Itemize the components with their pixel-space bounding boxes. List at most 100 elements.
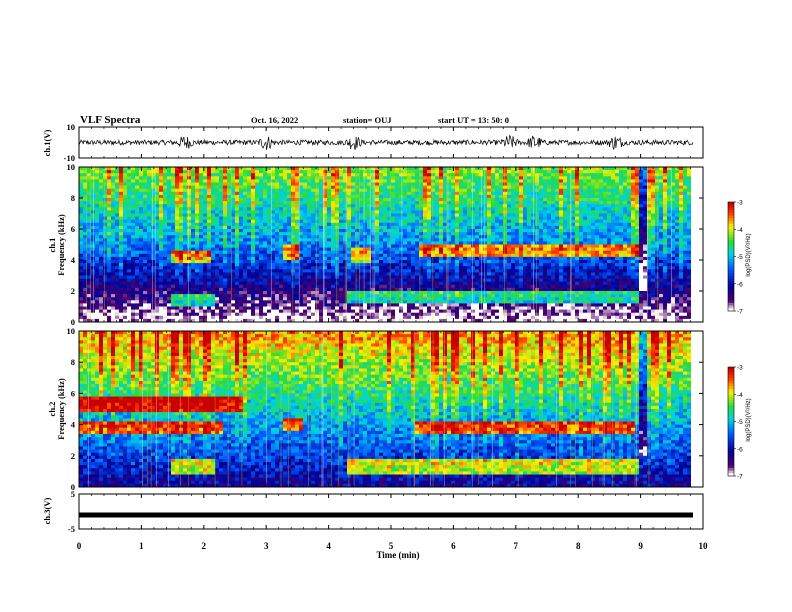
spectrogram-cell xyxy=(331,207,336,211)
spectrogram-cell xyxy=(275,263,280,267)
spectrogram-cell xyxy=(395,216,400,220)
spectrogram-cell xyxy=(367,278,372,282)
spectrogram-cell xyxy=(419,275,424,279)
spectrogram-cell xyxy=(215,210,220,214)
spectrogram-cell xyxy=(443,194,448,199)
spectrogram-cell xyxy=(359,269,364,273)
spectrogram-cell xyxy=(175,216,180,220)
spectrogram-cell xyxy=(303,188,308,193)
spectrogram-cell xyxy=(247,250,252,255)
spectrogram-cell xyxy=(335,244,340,248)
spectrogram-cell xyxy=(151,179,156,183)
spectrogram-cell xyxy=(219,269,224,273)
spectrogram-cell xyxy=(119,167,124,171)
spectrogram-cell xyxy=(387,291,392,295)
spectrogram-cell xyxy=(303,179,308,183)
spectrogram-cell xyxy=(439,222,444,227)
spectrogram-cell xyxy=(435,275,440,279)
spectrogram-cell xyxy=(207,167,212,171)
spectrogram-cell xyxy=(403,173,408,177)
spectrogram-cell xyxy=(323,272,328,276)
spectrogram-cell xyxy=(259,315,264,320)
spectrogram-cell xyxy=(335,318,340,323)
spectrogram-cell xyxy=(139,281,144,286)
spectrogram-cell xyxy=(403,303,408,307)
spectrogram-cell xyxy=(123,170,128,174)
spectrogram-cell xyxy=(423,281,428,286)
spectrogram-cell xyxy=(391,294,396,298)
spectrogram-cell xyxy=(111,238,116,242)
spectrogram-cell xyxy=(183,300,188,304)
spectrogram-cell xyxy=(99,247,104,251)
spectrogram-cell xyxy=(299,204,304,208)
spectrogram-cell xyxy=(99,191,104,196)
spectrogram-cell xyxy=(287,312,292,317)
spectrogram-cell xyxy=(295,176,300,180)
spectrogram-cell xyxy=(239,173,244,177)
spectrogram-cell xyxy=(303,216,308,220)
spectrogram-cell xyxy=(219,275,224,279)
spectrogram-cell xyxy=(359,300,364,304)
spectrogram-cell xyxy=(379,266,384,270)
spectrogram-cell xyxy=(115,216,120,220)
spectrogram-cell xyxy=(447,294,452,298)
spectrogram-cell xyxy=(459,269,464,273)
spectrogram-cell xyxy=(227,241,232,245)
spectrogram-cell xyxy=(411,297,416,301)
spectrogram-cell xyxy=(455,225,460,230)
spectrogram-cell xyxy=(167,266,172,270)
spectrogram-cell xyxy=(227,256,232,261)
spectrogram-cell xyxy=(451,315,456,320)
spectrogram-cell xyxy=(379,188,384,193)
spectrogram-cell xyxy=(151,318,156,323)
spectrogram-cell xyxy=(219,294,224,298)
spectrogram-cell xyxy=(111,266,116,270)
spectrogram-cell xyxy=(203,284,208,289)
spectrogram-cell xyxy=(179,216,184,220)
spectrogram-cell xyxy=(407,318,412,323)
spectrogram-cell xyxy=(251,210,256,214)
spectrogram-cell xyxy=(367,300,372,304)
spectrogram-cell xyxy=(395,201,400,205)
spectrogram-cell xyxy=(419,247,424,251)
spectrogram-cell xyxy=(423,306,428,310)
spectrogram-cell xyxy=(95,318,100,323)
spectrogram-cell xyxy=(351,185,356,189)
spectrogram-cell xyxy=(159,235,164,239)
spectrogram-cell xyxy=(131,170,136,174)
spectrogram-cell xyxy=(459,225,464,230)
spectrogram-cell xyxy=(443,278,448,282)
spectrogram-cell xyxy=(355,294,360,298)
spectrogram-cell xyxy=(239,188,244,193)
spectrogram-cell xyxy=(299,256,304,261)
spectrogram-cell xyxy=(359,182,364,186)
spectrogram-cell xyxy=(379,213,384,217)
spectrogram-cell xyxy=(407,263,412,267)
spectrogram-cell xyxy=(455,244,460,248)
spectrogram-cell xyxy=(119,232,124,236)
spectrogram-cell xyxy=(259,185,264,189)
spectrogram-cell xyxy=(339,229,344,233)
spectrogram-cell xyxy=(171,312,176,317)
spectrogram-cell xyxy=(279,235,284,239)
spectrogram-cell xyxy=(391,238,396,242)
spectrogram-cell xyxy=(171,222,176,227)
spectrogram-cell xyxy=(203,232,208,236)
spectrogram-cell xyxy=(435,250,440,255)
spectrogram-cell xyxy=(467,269,472,273)
spectrogram-cell xyxy=(431,287,436,292)
spectrogram-cell xyxy=(147,291,152,295)
spectrogram-cell xyxy=(239,284,244,289)
spectrogram-cell xyxy=(87,309,92,313)
spectrogram-cell xyxy=(411,170,416,174)
spectrogram-cell xyxy=(179,207,184,211)
spectrogram-cell xyxy=(131,167,136,171)
spectrogram-cell xyxy=(143,179,148,183)
spectrogram-cell xyxy=(335,219,340,224)
spectrogram-cell xyxy=(331,266,336,270)
spectrogram-cell xyxy=(127,244,132,248)
spectrogram-cell xyxy=(403,222,408,227)
spectrogram-cell xyxy=(167,191,172,196)
spectrogram-cell xyxy=(339,284,344,289)
spectrogram-cell xyxy=(79,213,84,217)
